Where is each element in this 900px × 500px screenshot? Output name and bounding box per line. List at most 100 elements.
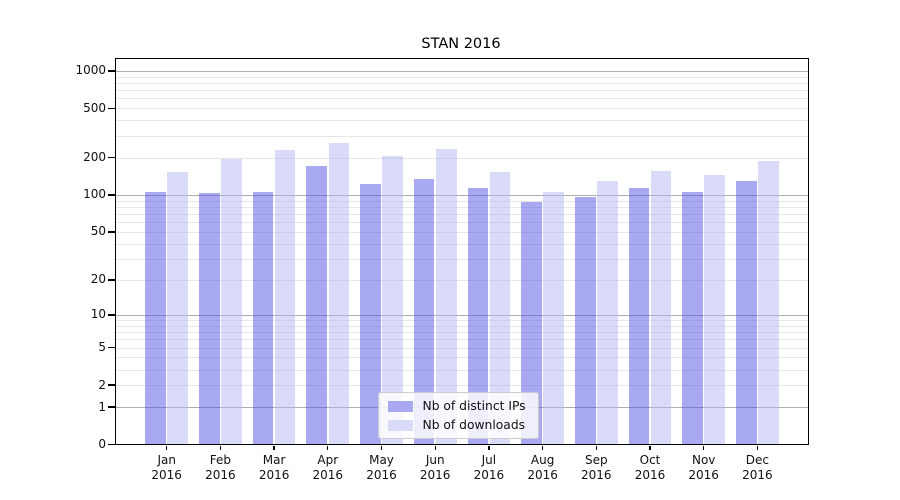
bar-downloads-mar xyxy=(274,149,296,445)
grid-minor-40 xyxy=(114,243,809,245)
grid-minor-20 xyxy=(114,279,809,281)
bar-downloads-feb xyxy=(221,159,242,445)
bar-distinct-ips-dec xyxy=(736,180,757,445)
grid-minor-300 xyxy=(114,135,809,137)
grid-minor-4 xyxy=(114,357,809,359)
y-tick-0 xyxy=(108,443,115,446)
x-tick-oct xyxy=(649,445,651,450)
x-tick-nov xyxy=(703,445,705,450)
bar-distinct-ips-apr xyxy=(306,166,328,445)
legend-swatch-downloads xyxy=(387,419,413,431)
x-tick-label-nov: Nov 2016 xyxy=(688,452,719,483)
x-tick-jul xyxy=(488,445,490,450)
bar-downloads-oct xyxy=(650,171,672,445)
y-tick-20 xyxy=(108,279,115,281)
grid-minor-900 xyxy=(114,76,809,78)
y-tick-500 xyxy=(108,107,115,110)
bar-distinct-ips-may xyxy=(360,184,381,445)
bar-distinct-ips-aug xyxy=(521,202,542,445)
x-tick-apr xyxy=(327,445,329,450)
grid-minor-90 xyxy=(114,200,809,202)
bar-downloads-aug xyxy=(543,191,564,445)
bar-distinct-ips-sep xyxy=(574,196,596,445)
x-tick-label-sep: Sep 2016 xyxy=(581,452,612,483)
x-tick-may xyxy=(380,445,383,450)
y-tick-label-50: 50 xyxy=(90,224,106,239)
grid-minor-3 xyxy=(114,369,809,371)
bar-distinct-ips-jul xyxy=(467,187,489,445)
grid-minor-400 xyxy=(114,120,809,122)
x-tick-label-oct: Oct 2016 xyxy=(634,452,666,483)
x-tick-mar xyxy=(273,445,275,450)
bar-distinct-ips-mar xyxy=(252,192,274,445)
y-tick-label-5: 5 xyxy=(98,340,106,355)
grid-minor-80 xyxy=(114,206,809,208)
bar-downloads-sep xyxy=(597,180,618,445)
grid-minor-8 xyxy=(114,325,809,327)
grid-minor-50 xyxy=(114,231,809,233)
grid-major-10 xyxy=(114,314,809,316)
grid-minor-600 xyxy=(114,98,809,100)
x-tick-label-feb: Feb 2016 xyxy=(205,452,236,483)
y-tick-10 xyxy=(108,314,115,316)
x-tick-aug xyxy=(541,445,544,450)
y-tick-5 xyxy=(108,346,115,349)
grid-minor-500 xyxy=(114,108,809,110)
bar-downloads-jul xyxy=(489,171,511,445)
y-tick-label-20: 20 xyxy=(90,272,106,287)
y-tick-label-0: 0 xyxy=(98,437,106,451)
chart-title: STAN 2016 xyxy=(421,36,501,52)
bar-downloads-may xyxy=(382,155,403,445)
x-tick-label-jun: Jun 2016 xyxy=(419,452,451,483)
grid-minor-9 xyxy=(114,319,809,321)
bar-distinct-ips-nov xyxy=(682,192,703,445)
y-tick-label-10: 10 xyxy=(90,307,106,322)
x-tick-label-dec: Dec 2016 xyxy=(742,452,773,483)
bar-downloads-apr xyxy=(328,142,350,445)
grid-minor-2 xyxy=(114,385,809,387)
grid-minor-6 xyxy=(114,339,809,341)
x-tick-dec xyxy=(756,445,759,450)
bar-distinct-ips-jan xyxy=(145,191,166,445)
x-tick-jan xyxy=(166,445,168,450)
y-tick-1000 xyxy=(108,70,115,72)
grid-minor-70 xyxy=(114,213,809,215)
bar-downloads-jun xyxy=(435,149,457,445)
y-tick-100 xyxy=(108,194,115,196)
bar-downloads-nov xyxy=(704,175,726,445)
y-tick-label-200: 200 xyxy=(83,150,106,165)
grid-minor-700 xyxy=(114,90,809,92)
x-tick-label-may: May 2016 xyxy=(366,452,397,483)
legend-swatch-distinct-ips xyxy=(387,400,413,412)
grid-major-1000 xyxy=(114,70,809,72)
y-tick-50 xyxy=(108,231,115,233)
x-tick-label-jan: Jan 2016 xyxy=(151,452,182,483)
legend-label-distinct-ips: Nb of distinct IPs xyxy=(422,399,526,413)
grid-minor-7 xyxy=(114,332,809,334)
x-tick-jun xyxy=(434,445,436,450)
bar-distinct-ips-feb xyxy=(199,192,220,445)
legend-item-distinct-ips: Nb of distinct IPs xyxy=(387,399,526,413)
plot-area: Nb of distinct IPs Nb of downloads xyxy=(114,58,809,445)
bar-downloads-jan xyxy=(167,171,189,445)
x-tick-feb xyxy=(219,445,222,450)
x-tick-label-mar: Mar 2016 xyxy=(258,452,290,483)
y-tick-1 xyxy=(108,406,115,408)
y-tick-200 xyxy=(108,157,115,159)
x-tick-sep xyxy=(595,445,597,450)
bar-distinct-ips-jun xyxy=(413,178,435,445)
grid-major-100 xyxy=(114,194,809,196)
y-tick-2 xyxy=(108,384,115,386)
x-tick-label-aug: Aug 2016 xyxy=(527,452,558,483)
y-tick-label-2: 2 xyxy=(98,377,106,392)
legend: Nb of distinct IPs Nb of downloads xyxy=(377,392,539,439)
y-tick-label-100: 100 xyxy=(83,187,106,202)
y-tick-label-1000: 1000 xyxy=(75,63,106,78)
grid-minor-30 xyxy=(114,258,809,260)
grid-minor-60 xyxy=(114,222,809,224)
bar-distinct-ips-oct xyxy=(628,188,650,445)
y-tick-label-1: 1 xyxy=(98,399,106,414)
y-tick-label-500: 500 xyxy=(83,100,106,115)
legend-label-downloads: Nb of downloads xyxy=(422,418,526,432)
